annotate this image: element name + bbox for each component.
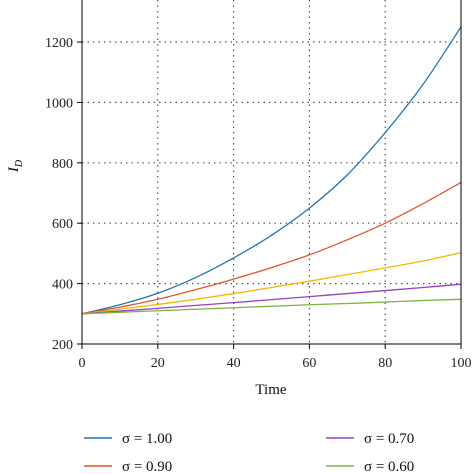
y-axis-label: ID: [6, 159, 25, 173]
series-line-5: [81, 298, 462, 315]
x-tick-label: 80: [378, 356, 392, 371]
legend-label: σ = 1.00: [122, 431, 172, 447]
x-tick-label: 60: [302, 356, 316, 371]
y-tick-label: 1200: [45, 36, 73, 51]
ticks: [77, 41, 462, 349]
grid-lines: [82, 0, 461, 344]
y-tick-label: 800: [52, 157, 73, 172]
y-tick-label: 400: [52, 278, 73, 293]
series-line-3: [81, 252, 462, 315]
y-tick-label: 1000: [45, 96, 73, 111]
series-lines: [81, 26, 462, 315]
x-tick-label: 20: [151, 356, 165, 371]
series-line-2: [81, 181, 462, 315]
series-line-4: [81, 283, 462, 315]
x-tick-label: 100: [451, 356, 472, 371]
x-tick-label: 0: [79, 356, 86, 371]
series-line-1: [81, 26, 462, 315]
legend-label: σ = 0.60: [364, 459, 414, 474]
x-axis-label: Time: [255, 382, 286, 398]
legend-label: σ = 0.70: [364, 431, 414, 447]
x-tick-label: 40: [227, 356, 241, 371]
axes: [81, 0, 462, 345]
legend-label: σ = 0.90: [122, 459, 172, 474]
y-tick-label: 600: [52, 217, 73, 232]
tick-labels: 0 20 40 60 80 100 200 400 600 800 1000 1200: [45, 36, 472, 371]
y-tick-label: 200: [52, 338, 73, 353]
legend: σ = 1.00 σ = 0.70 σ = 0.90 σ = 0.60: [84, 431, 414, 474]
